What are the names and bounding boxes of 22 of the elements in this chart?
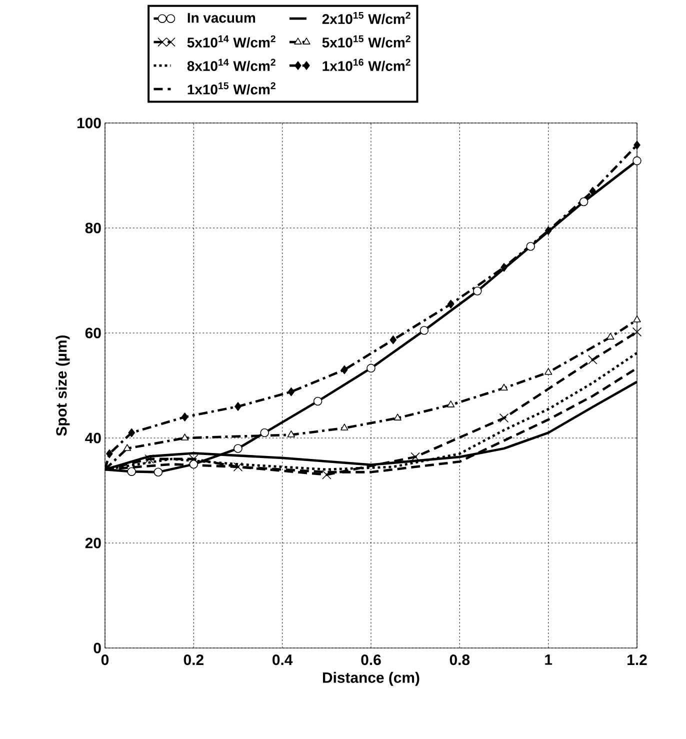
x-tick-label: 1 [545, 654, 552, 665]
legend-label: 5x10$^{15}$ W/cm$^{2}$ [322, 35, 410, 48]
legend-label: 2x10$^{15}$ W/cm$^{2}$ [322, 12, 410, 24]
y-tick-label: 0 [94, 642, 101, 654]
legend-label: 5x10$^{14}$ W/cm$^{2}$ [187, 35, 276, 48]
y-tick-label: 40 [85, 432, 101, 444]
legend-label: 8x10$^{14}$ W/cm$^{2}$ [187, 58, 276, 72]
x-tick-label: 1.2 [628, 654, 647, 665]
x-tick-label: 0.8 [450, 654, 470, 666]
x-axis-title: Distance (cm) [323, 672, 420, 686]
y-tick-label: 100 [77, 118, 101, 128]
y-tick-label: 80 [85, 222, 101, 234]
x-tick-label: 0.4 [272, 654, 293, 666]
legend-label: 1x10$^{15}$ W/cm$^{2}$ [188, 82, 276, 95]
y-axis-title: Spot size (µm) [56, 335, 70, 436]
y-tick-label: 60 [85, 328, 101, 338]
legend-label: 1x10$^{16}$ W/cm$^{2}$ [322, 58, 410, 72]
x-tick-label: 0 [101, 654, 109, 666]
y-tick-label: 20 [85, 538, 101, 548]
x-tick-label: 0.2 [184, 654, 204, 666]
legend-label: In vacuum [188, 13, 256, 23]
x-tick-label: 0.6 [361, 654, 381, 666]
